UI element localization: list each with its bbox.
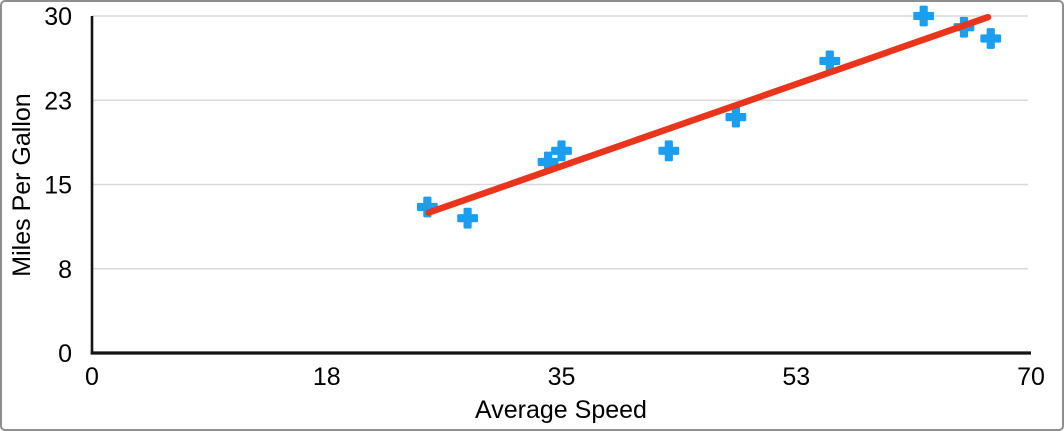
- axes: [90, 16, 1031, 355]
- x-tick-label: 18: [313, 363, 341, 391]
- data-point-marker: [457, 207, 478, 229]
- y-tick-label: 23: [44, 87, 72, 115]
- trend-line: [425, 13, 992, 216]
- x-tick-label: 53: [782, 363, 810, 391]
- data-point-marker: [819, 50, 841, 72]
- data-point-marker: [913, 5, 935, 27]
- trend-line-group: [425, 13, 992, 216]
- x-axis-title: Average Speed: [475, 396, 647, 424]
- gridlines: [92, 15, 1028, 270]
- y-axis-title: Miles Per Gallon: [8, 93, 36, 276]
- data-points: [416, 5, 1002, 229]
- y-tick-label: 15: [44, 172, 72, 200]
- y-tick-label: 30: [44, 3, 72, 31]
- x-tick-label: 0: [85, 363, 99, 391]
- data-point-marker: [551, 140, 572, 162]
- x-tick-label: 35: [548, 363, 576, 391]
- y-tick-label: 8: [58, 256, 72, 284]
- tick-labels: 0 8 15 23 30 0 18 35 53 70: [44, 3, 1045, 391]
- data-point-marker: [980, 28, 1002, 49]
- data-point-marker: [658, 140, 680, 162]
- y-tick-label: 0: [58, 340, 72, 368]
- x-tick-label: 70: [1017, 363, 1045, 391]
